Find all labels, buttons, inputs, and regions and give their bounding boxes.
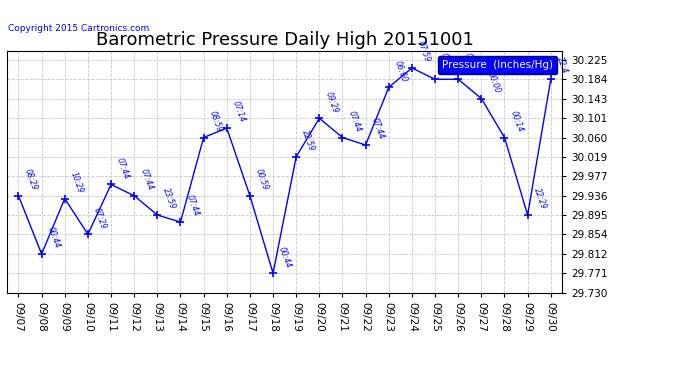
Line: Pressure  (Inches/Hg): Pressure (Inches/Hg) — [14, 64, 555, 278]
Text: 09:59: 09:59 — [462, 51, 478, 75]
Text: 10:29: 10:29 — [69, 171, 85, 194]
Pressure  (Inches/Hg) — [246, 194, 254, 198]
Pressure  (Inches/Hg) — [37, 252, 46, 256]
Pressure  (Inches/Hg) — [500, 135, 509, 140]
Pressure  (Inches/Hg) — [107, 182, 115, 187]
Pressure  (Inches/Hg) — [362, 143, 370, 147]
Text: 22:29: 22:29 — [532, 187, 548, 211]
Pressure  (Inches/Hg) — [454, 77, 462, 81]
Title: Barometric Pressure Daily High 20151001: Barometric Pressure Daily High 20151001 — [96, 31, 473, 49]
Text: 06:60: 06:60 — [393, 59, 409, 83]
Text: 07:44: 07:44 — [185, 194, 201, 218]
Pressure  (Inches/Hg) — [384, 85, 393, 90]
Text: 07:44: 07:44 — [115, 156, 131, 180]
Text: 08:59: 08:59 — [208, 110, 224, 134]
Pressure  (Inches/Hg) — [177, 220, 185, 224]
Text: 09:29: 09:29 — [324, 90, 339, 114]
Pressure  (Inches/Hg) — [269, 271, 277, 276]
Pressure  (Inches/Hg) — [431, 77, 440, 81]
Text: 00:44: 00:44 — [277, 245, 293, 269]
Pressure  (Inches/Hg) — [130, 194, 138, 198]
Pressure  (Inches/Hg) — [338, 135, 346, 140]
Text: 07:14: 07:14 — [231, 100, 247, 124]
Pressure  (Inches/Hg) — [83, 232, 92, 237]
Text: 00:59: 00:59 — [254, 168, 270, 192]
Text: 07:44: 07:44 — [346, 110, 363, 134]
Text: 07:29: 07:29 — [92, 206, 108, 230]
Text: 00:14: 00:14 — [509, 110, 524, 134]
Pressure  (Inches/Hg) — [477, 96, 486, 101]
Text: 07:44: 07:44 — [370, 117, 386, 141]
Text: 22:4: 22:4 — [555, 56, 569, 75]
Pressure  (Inches/Hg) — [315, 116, 324, 120]
Pressure  (Inches/Hg) — [408, 66, 416, 70]
Text: Copyright 2015 Cartronics.com: Copyright 2015 Cartronics.com — [8, 24, 150, 33]
Pressure  (Inches/Hg) — [199, 135, 208, 140]
Text: 09:60: 09:60 — [440, 51, 455, 75]
Text: 00:44: 00:44 — [46, 226, 62, 250]
Pressure  (Inches/Hg) — [223, 126, 231, 130]
Pressure  (Inches/Hg) — [524, 213, 532, 217]
Text: 00:00: 00:00 — [486, 70, 502, 94]
Pressure  (Inches/Hg) — [14, 194, 23, 198]
Pressure  (Inches/Hg) — [292, 154, 300, 159]
Text: 07:44: 07:44 — [139, 168, 155, 192]
Text: 23:59: 23:59 — [161, 187, 177, 211]
Pressure  (Inches/Hg) — [153, 213, 161, 217]
Text: 08:29: 08:29 — [23, 168, 39, 192]
Pressure  (Inches/Hg) — [546, 77, 555, 81]
Pressure  (Inches/Hg) — [61, 196, 69, 201]
Text: 22:59: 22:59 — [300, 129, 317, 153]
Legend: Pressure  (Inches/Hg): Pressure (Inches/Hg) — [438, 56, 557, 74]
Text: 07:59: 07:59 — [416, 40, 432, 64]
